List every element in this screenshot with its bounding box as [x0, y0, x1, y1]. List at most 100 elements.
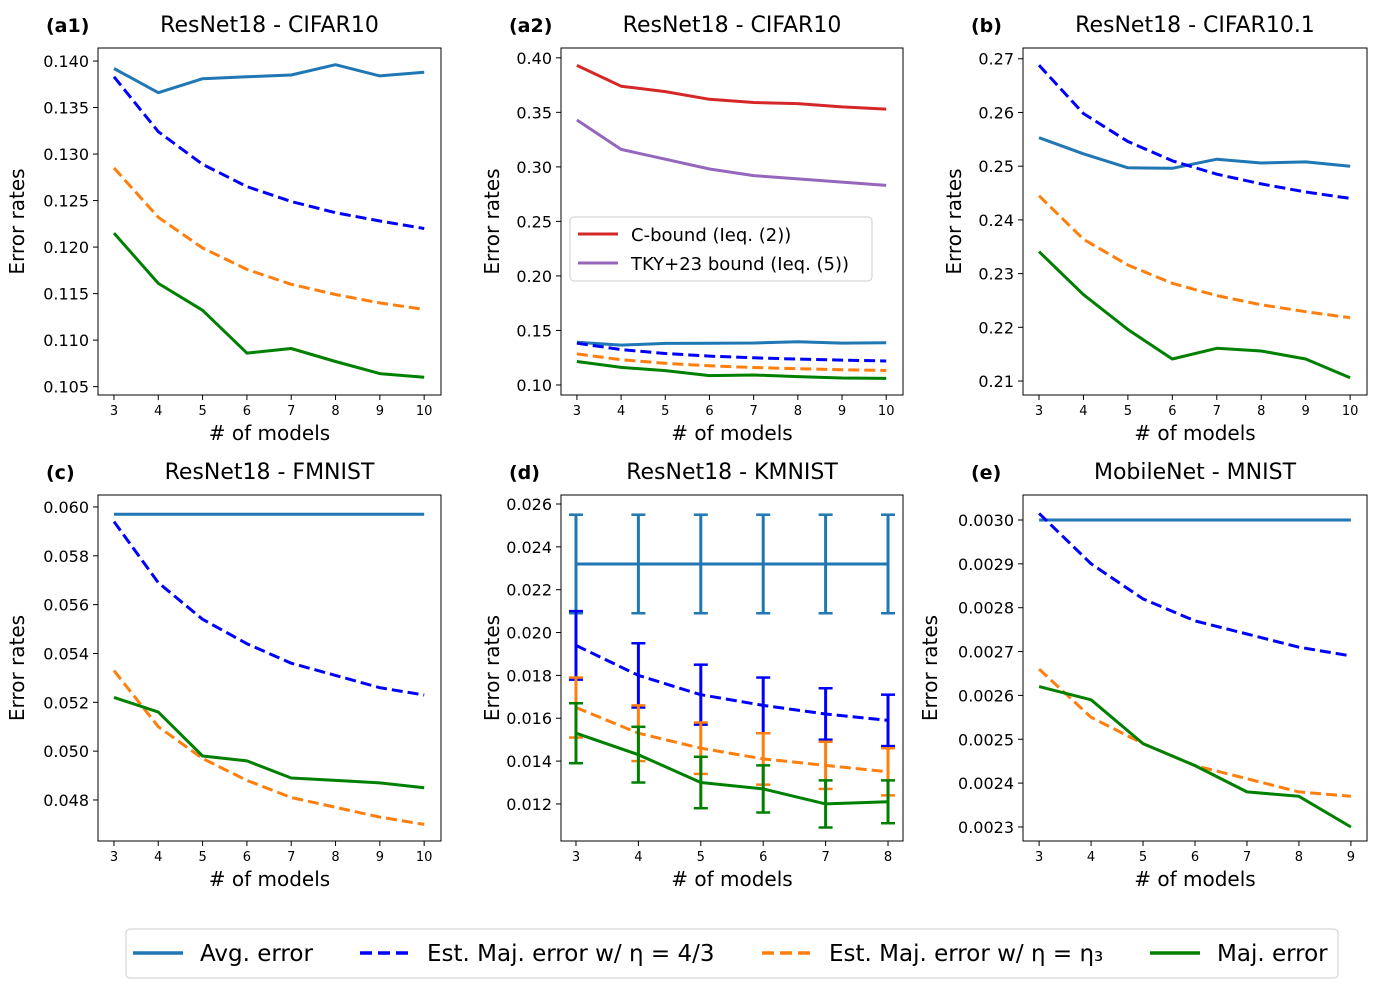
x-tick-label: 3: [1035, 404, 1043, 419]
y-tick-label: 0.130: [43, 145, 89, 164]
x-tick-label: 10: [1342, 404, 1359, 419]
x-tick-label: 9: [1302, 404, 1310, 419]
y-tick-label: 0.105: [43, 378, 89, 397]
x-axis-label: # of models: [1134, 421, 1255, 445]
series-line-esteta3: [576, 708, 888, 772]
x-tick-label: 8: [331, 404, 339, 419]
plot-frame: [1023, 48, 1367, 395]
legend-label: Avg. error: [200, 941, 313, 967]
y-tick-label: 0.21: [978, 372, 1014, 391]
series-maj: [114, 697, 424, 788]
y-axis-label: Error rates: [942, 168, 966, 274]
x-tick-label: 6: [759, 850, 767, 865]
panel-label: (a2): [509, 15, 552, 37]
y-tick-label: 0.20: [516, 267, 552, 286]
y-tick-label: 0.135: [43, 99, 89, 118]
x-tick-label: 5: [1139, 850, 1147, 865]
x-tick-label: 3: [110, 850, 118, 865]
y-tick-label: 0.140: [43, 52, 89, 71]
y-tick-label: 0.0023: [958, 818, 1014, 837]
series-avg: [577, 342, 887, 345]
y-tick-label: 0.0029: [958, 555, 1014, 574]
series-est43: [114, 77, 424, 229]
x-tick-label: 4: [154, 850, 162, 865]
y-tick-label: 0.0024: [958, 774, 1014, 793]
y-tick-label: 0.018: [506, 666, 552, 685]
y-tick-label: 0.40: [516, 49, 552, 68]
series-line-maj: [1039, 687, 1351, 827]
y-tick-label: 0.052: [43, 693, 89, 712]
panel-label: (c): [46, 462, 75, 484]
y-tick-label: 0.23: [978, 265, 1014, 284]
legend-label: Est. Maj. error w/ η = 4/3: [427, 941, 714, 967]
y-axis-label: Error rates: [480, 615, 504, 721]
x-tick-label: 4: [634, 850, 642, 865]
series-maj: [569, 703, 895, 827]
series-line-maj: [114, 233, 424, 377]
series-est43: [1039, 513, 1351, 656]
subplot-title: ResNet18 - CIFAR10: [160, 13, 379, 38]
x-tick-label: 4: [1087, 850, 1095, 865]
y-tick-label: 0.110: [43, 331, 89, 350]
y-tick-label: 0.0025: [958, 730, 1014, 749]
y-tick-label: 0.060: [43, 498, 89, 517]
series-esteta3: [1039, 196, 1350, 318]
x-tick-label: 8: [1295, 850, 1303, 865]
y-tick-label: 0.0027: [958, 643, 1014, 662]
series-line-maj: [576, 733, 888, 804]
y-tick-label: 0.0030: [958, 511, 1014, 530]
x-tick-label: 9: [838, 404, 846, 419]
y-tick-label: 0.012: [506, 795, 552, 814]
x-tick-label: 8: [331, 850, 339, 865]
y-tick-label: 0.120: [43, 238, 89, 257]
series-line-est43: [576, 645, 888, 720]
panel-label: (b): [971, 15, 1002, 37]
y-tick-label: 0.25: [978, 157, 1014, 176]
x-tick-label: 4: [1079, 404, 1087, 419]
x-tick-label: 4: [617, 404, 625, 419]
series-line-avg: [114, 65, 424, 93]
x-tick-label: 7: [750, 404, 758, 419]
x-tick-label: 10: [416, 404, 433, 419]
x-tick-label: 6: [1168, 404, 1176, 419]
y-tick-label: 0.26: [978, 103, 1014, 122]
x-tick-label: 3: [1035, 850, 1043, 865]
x-tick-label: 10: [416, 850, 433, 865]
x-tick-label: 7: [287, 404, 295, 419]
x-tick-label: 6: [1191, 850, 1199, 865]
x-tick-label: 5: [697, 850, 705, 865]
x-tick-label: 5: [198, 404, 206, 419]
series-maj: [1039, 687, 1351, 828]
y-tick-label: 0.016: [506, 709, 552, 728]
series-avg: [1039, 138, 1350, 169]
x-tick-label: 5: [198, 850, 206, 865]
y-tick-label: 0.10: [516, 376, 552, 395]
x-tick-label: 5: [661, 404, 669, 419]
series-maj: [1039, 251, 1350, 377]
x-tick-label: 8: [884, 850, 892, 865]
y-tick-label: 0.35: [516, 103, 552, 122]
y-tick-label: 0.115: [43, 285, 89, 304]
legend-label: TKY+23 bound (Ieq. (5)): [630, 254, 849, 275]
y-tick-label: 0.125: [43, 192, 89, 211]
series-line-esteta3: [114, 671, 424, 825]
series-cbound: [577, 65, 887, 109]
y-tick-label: 0.22: [978, 318, 1014, 337]
panel-label: (a1): [46, 15, 89, 37]
x-tick-label: 9: [1347, 850, 1355, 865]
series-line-avg: [577, 342, 886, 345]
y-axis-label: Error rates: [5, 168, 29, 274]
subplot-title: ResNet18 - FMNIST: [165, 460, 375, 485]
plot-frame: [561, 495, 903, 841]
x-axis-label: # of models: [671, 867, 792, 891]
series-esteta3: [114, 168, 424, 310]
subplot-b: (b)ResNet18 - CIFAR10.1# of modelsError …: [942, 13, 1367, 445]
legend-label: C-bound (Ieq. (2)): [631, 225, 791, 246]
series-line-esteta3: [114, 168, 424, 309]
y-tick-label: 0.25: [516, 212, 552, 231]
